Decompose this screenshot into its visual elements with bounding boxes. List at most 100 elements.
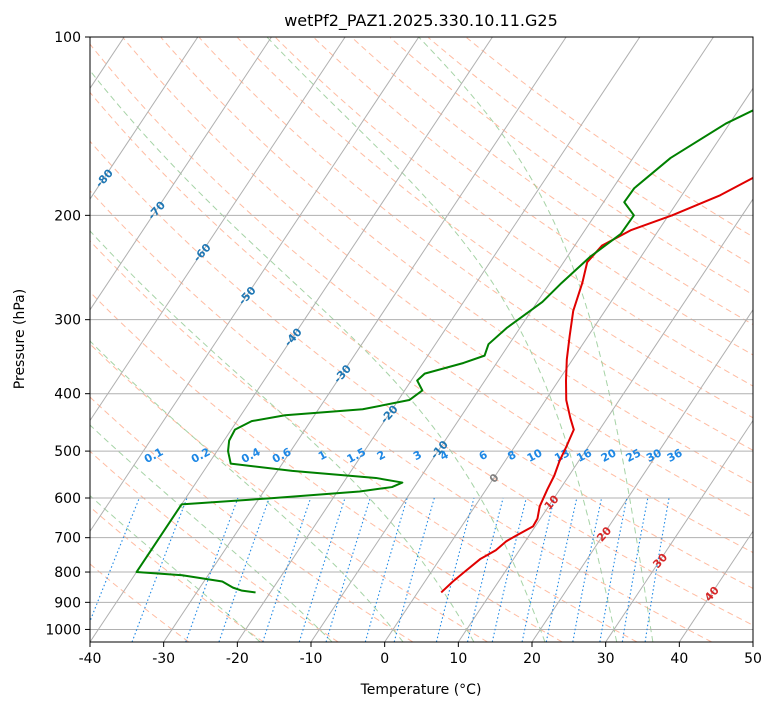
x-tick-label: 10 bbox=[449, 651, 467, 667]
background-lines bbox=[90, 37, 753, 642]
dry-adiabat bbox=[90, 396, 414, 642]
y-tick-label: 200 bbox=[54, 208, 81, 224]
mixing-ratio-label: 6 bbox=[477, 448, 490, 463]
moist-adiabat bbox=[266, 37, 618, 642]
y-tick-label: 500 bbox=[54, 444, 81, 460]
x-axis: -40 -30 -20 -10 0 10 20 30 40 50 bbox=[79, 642, 762, 667]
y-tick-label: 1000 bbox=[45, 622, 81, 638]
dry-adiabat bbox=[90, 291, 563, 642]
moist-adiabat bbox=[90, 340, 404, 642]
isotherm-line bbox=[163, 37, 567, 642]
isotherm-line bbox=[531, 308, 753, 642]
dry-adiabat bbox=[90, 190, 712, 642]
mixing-ratio-line bbox=[466, 497, 504, 642]
y-tick-label: 600 bbox=[54, 491, 81, 507]
mixing-ratio-line bbox=[218, 497, 270, 642]
dry-adiabat bbox=[160, 37, 753, 485]
isotherm-label: -60 bbox=[191, 241, 214, 265]
moist-adiabat bbox=[90, 69, 546, 642]
mixing-ratio-label: 2 bbox=[375, 448, 388, 463]
mixing-ratio-line bbox=[185, 497, 239, 642]
isotherm-label: 40 bbox=[702, 584, 722, 604]
mixing-ratio-line bbox=[521, 497, 555, 642]
dry-adiabat bbox=[275, 37, 753, 387]
mixing-ratio-line bbox=[393, 497, 435, 642]
isotherm-label: -30 bbox=[331, 362, 354, 386]
mixing-ratio-label: 16 bbox=[574, 446, 594, 465]
isotherm-line bbox=[384, 87, 753, 642]
mixing-ratio-line bbox=[325, 497, 371, 642]
y-axis: 100 200 300 400 500 600 700 800 900 1000 bbox=[45, 30, 90, 638]
moist-adiabat bbox=[90, 424, 333, 642]
dry-adiabat bbox=[389, 37, 753, 296]
isotherm-line bbox=[678, 530, 753, 642]
x-tick-label: -40 bbox=[79, 651, 102, 667]
dry-adiabat bbox=[90, 43, 753, 554]
isotherm-line bbox=[605, 419, 753, 642]
isotherm-label: 0 bbox=[487, 471, 502, 486]
x-tick-label: -10 bbox=[300, 651, 323, 667]
mixing-ratio-label: 3 bbox=[411, 448, 424, 463]
mixing-ratio-line bbox=[131, 497, 188, 642]
isotherm-label: -80 bbox=[93, 166, 116, 190]
isotherm-label: -100 bbox=[8, 65, 36, 94]
dry-adiabat bbox=[199, 37, 753, 451]
temperature-trace bbox=[440, 176, 753, 594]
mixing-ratio-line bbox=[364, 497, 408, 642]
isotherm-line bbox=[752, 641, 753, 642]
moist-adiabat bbox=[90, 494, 261, 642]
x-tick-label: -20 bbox=[226, 651, 249, 667]
x-tick-label: 40 bbox=[670, 651, 688, 667]
mixing-ratio-label: 20 bbox=[599, 446, 619, 465]
mixing-ratio-label: 10 bbox=[525, 446, 545, 465]
mixing-ratio-label: 36 bbox=[665, 446, 685, 465]
y-tick-label: 300 bbox=[54, 313, 81, 329]
y-tick-label: 700 bbox=[54, 531, 81, 547]
mixing-ratio-label: 1 bbox=[316, 448, 329, 463]
x-axis-label: Temperature (°C) bbox=[360, 682, 482, 698]
isotherm-line bbox=[90, 37, 272, 311]
mixing-ratio-label: 0.6 bbox=[270, 445, 294, 466]
dry-adiabat bbox=[90, 343, 488, 642]
mixing-ratio-line bbox=[491, 497, 527, 642]
dry-adiabat bbox=[90, 450, 339, 642]
mixing-ratio-label: 30 bbox=[644, 446, 664, 465]
isotherm-line bbox=[90, 37, 346, 422]
y-tick-label: 800 bbox=[54, 565, 81, 581]
x-tick-label: 50 bbox=[744, 651, 762, 667]
isotherm-line bbox=[236, 37, 641, 642]
dry-adiabat bbox=[351, 37, 753, 326]
dry-adiabat bbox=[313, 37, 753, 356]
mixing-ratio-line bbox=[262, 497, 312, 642]
background-labels: 0.1 0.2 0.4 0.6 1 1.5 2 3 4 6 8 10 13 16 20 25 30 36-100-… bbox=[8, 65, 722, 604]
sounding-traces bbox=[135, 109, 753, 594]
y-tick-label: 100 bbox=[54, 30, 81, 46]
chart-title: wetPf2_PAZ1.2025.330.10.11.G25 bbox=[284, 11, 558, 31]
y-tick-label: 900 bbox=[54, 595, 81, 611]
dry-adiabat bbox=[237, 37, 753, 419]
x-tick-label: 30 bbox=[597, 651, 615, 667]
isotherm-line bbox=[90, 37, 420, 533]
mixing-ratio-line bbox=[435, 497, 475, 642]
isotherm-label: 30 bbox=[650, 551, 670, 571]
moist-adiabat bbox=[418, 37, 654, 642]
mixing-ratio-label: 1.5 bbox=[345, 445, 368, 466]
y-tick-label: 400 bbox=[54, 387, 81, 403]
mixing-ratio-line bbox=[298, 497, 346, 642]
moist-adiabat bbox=[90, 230, 475, 642]
mixing-ratio-label: 25 bbox=[624, 446, 644, 465]
mixing-ratio-line bbox=[545, 497, 578, 642]
x-tick-label: -30 bbox=[152, 651, 175, 667]
isotherm-line bbox=[457, 198, 753, 642]
isotherm-label: -70 bbox=[145, 198, 168, 222]
x-tick-label: 0 bbox=[380, 651, 389, 667]
y-axis-label: Pressure (hPa) bbox=[12, 289, 28, 389]
dewpoint-trace bbox=[135, 109, 753, 594]
mixing-ratio-label: 0.4 bbox=[239, 445, 263, 466]
isotherm-line bbox=[310, 37, 714, 642]
x-tick-label: 20 bbox=[523, 651, 541, 667]
dry-adiabat bbox=[122, 37, 753, 519]
mixing-ratio-label: 8 bbox=[505, 448, 518, 463]
isotherm-label: -90 bbox=[46, 126, 69, 150]
